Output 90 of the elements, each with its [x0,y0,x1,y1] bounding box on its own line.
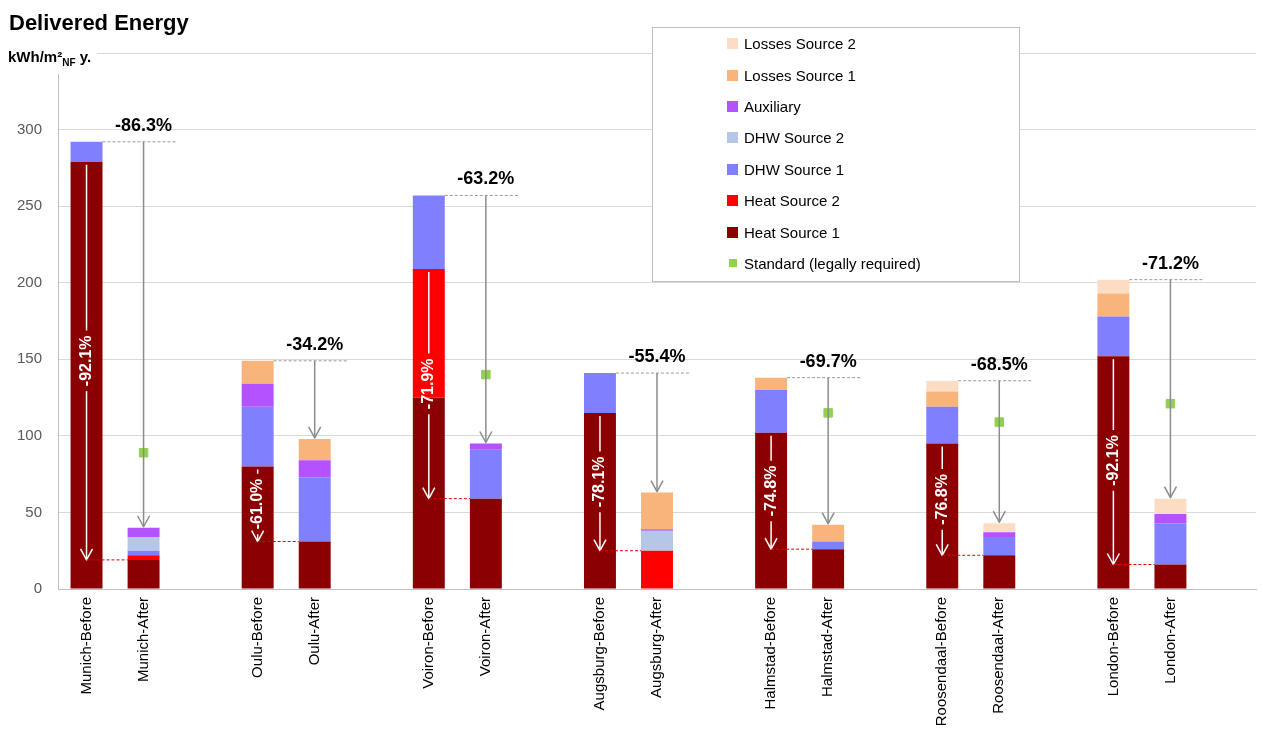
x-tick-label: Voiron-Before [418,597,436,689]
bar [641,492,673,530]
y-axis-title: kWh/m²$_{NF}$ y. [6,46,98,74]
y-tick-label: 250 [16,196,42,214]
bar [1097,356,1130,589]
bar [127,555,160,560]
x-tick-label: Halmstad-Before [761,597,779,710]
bar [583,373,616,413]
bar [241,466,274,589]
bar [583,412,616,589]
bar [127,536,160,551]
bar [469,443,502,450]
x-tick-label: Augsburg-Before [590,597,608,711]
bar [241,360,274,384]
bar [983,536,1016,556]
bar [469,449,502,499]
x-tick-label: Oulu-After [304,597,322,666]
bar [1097,316,1130,357]
annotation: -71.9% [419,358,437,410]
x-tick-label: Halmstad-After [818,597,836,698]
x-tick-label: Voiron-After [476,597,493,677]
bar [127,527,160,537]
legend-label: Standard (legally required) [744,254,921,272]
legend-label: DHW Source 1 [744,160,845,178]
y-tick-label: 200 [16,272,42,290]
x-tick-label: Munich-After [133,597,151,683]
bar [926,380,959,392]
bar [1154,564,1187,589]
annotation: -92.1% [1103,435,1121,486]
legend-label: Losses Source 2 [744,35,856,53]
bar [983,532,1016,537]
bar [812,541,845,550]
x-tick-label: Oulu-Before [247,597,265,678]
bar [1154,498,1187,514]
annotation: -92.1% [76,335,94,387]
y-tick-label: 150 [16,349,42,367]
annotation: -71.2% [1141,252,1199,273]
bar [641,550,673,589]
x-tick-label: Roosendaal-After [989,597,1007,714]
y-tick-label: 0 [33,579,42,597]
chart-title: Delivered Energy [9,10,189,36]
annotation: -34.2% [286,333,344,354]
y-tick-label: 50 [25,502,42,520]
bar [241,406,274,467]
bar [926,406,959,444]
x-tick-label: Munich-Before [76,597,94,695]
bar [1154,513,1187,524]
bar [1097,279,1130,294]
bar [812,549,845,589]
bar [127,559,160,589]
bar [1097,293,1130,317]
bar [983,523,1016,533]
bar [412,195,445,269]
annotation: -76.8% [932,474,950,525]
legend-label: Heat Source 2 [744,192,840,210]
bar [755,389,788,433]
legend-label: Heat Source 1 [744,223,840,241]
y-tick-label: 300 [16,119,42,137]
bar [298,438,331,461]
legend-label: DHW Source 2 [744,129,845,147]
annotation: -61.0% [248,478,266,530]
bar [241,383,274,407]
x-tick-label: Roosendaal-Before [932,597,950,727]
bar [755,377,788,390]
bar [926,391,959,407]
annotation: -63.2% [457,168,515,189]
y-tick-label: 100 [16,426,42,443]
bar [70,141,103,162]
legend-label: Losses Source 1 [744,66,856,84]
annotation: -68.5% [970,353,1028,374]
bar [926,443,959,589]
annotation: -55.4% [628,346,686,367]
bar [469,498,502,589]
x-tick-label: London-Before [1103,597,1121,697]
annotation: -86.3% [115,114,173,135]
annotation: -69.7% [799,350,857,371]
bar [70,161,103,589]
annotation: -78.1% [590,456,608,508]
bar [298,477,331,542]
bar [983,555,1016,589]
bar [755,432,788,589]
x-tick-label: Augsburg-After [647,597,665,698]
annotation: -74.8% [761,465,779,517]
bar [298,460,331,478]
bar [641,530,673,551]
bar [1154,523,1187,565]
bar [298,541,331,589]
bar [812,524,845,542]
legend-label: Auxiliary [744,97,801,115]
x-tick-label: London-After [1160,597,1178,684]
